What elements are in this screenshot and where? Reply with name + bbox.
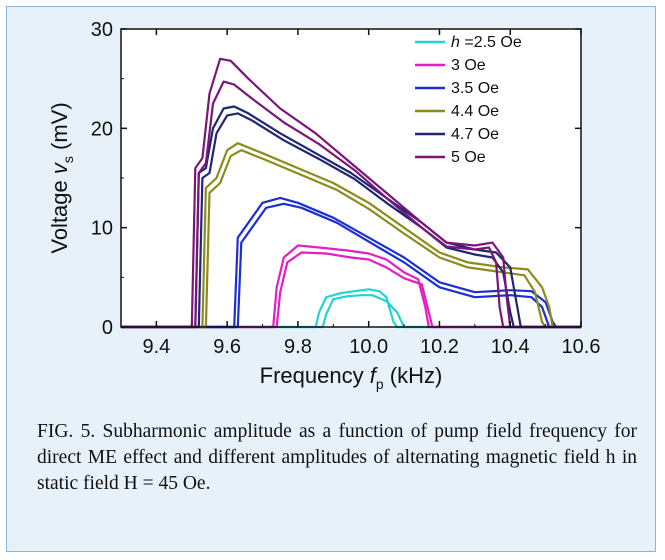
y-axis-label: Voltage vs (mV)	[47, 102, 76, 253]
series-line-4-lower	[121, 149, 581, 329]
series-line-3-upper	[121, 196, 581, 329]
legend-label-5: 4.7 Oe	[451, 126, 499, 143]
legend-label-2: 3 Oe	[451, 57, 486, 74]
y-tick-label: 30	[91, 19, 113, 41]
series-line-2-lower	[121, 251, 581, 329]
x-tick-label: 9.4	[142, 336, 170, 358]
series-line-1-lower	[121, 294, 581, 329]
series-line-6-upper	[121, 57, 581, 329]
series-line-2-upper	[121, 244, 581, 329]
legend-label-3: 3.5 Oe	[451, 80, 499, 97]
y-tick-label: 0	[102, 317, 113, 339]
series-line-3-lower	[121, 202, 581, 329]
y-tick-label: 10	[91, 218, 113, 240]
x-tick-label: 10.0	[349, 336, 388, 358]
x-tick-label: 9.8	[284, 336, 312, 358]
y-tick-label: 20	[91, 118, 113, 140]
legend-label-4: 4.4 Oe	[451, 103, 499, 120]
series-line-6-lower	[121, 80, 581, 329]
series-line-4-upper	[121, 142, 581, 329]
figure-caption: FIG. 5. Subharmonic amplitude as a funct…	[37, 421, 637, 494]
x-tick-label: 9.6	[213, 336, 241, 358]
chart-svg: 9.4 9.6 9.8 10.0 10.2 10.4 10.6 0 10 20 30 Frequenc…	[47, 19, 601, 392]
legend-label-6: 5 Oe	[451, 149, 486, 166]
legend-label-1: h =2.5 Oe	[451, 34, 522, 51]
x-tick-label: 10.6	[562, 336, 601, 358]
x-tick-label: 10.2	[420, 336, 459, 358]
x-axis-label: Frequency fp (kHz)	[260, 363, 443, 392]
series-line-5-lower	[121, 112, 581, 329]
figure-panel: 9.4 9.6 9.8 10.0 10.2 10.4 10.6 0 10 20 30 Frequenc…	[6, 6, 656, 552]
series-line-1-upper	[121, 288, 581, 329]
x-tick-label: 10.4	[491, 336, 530, 358]
